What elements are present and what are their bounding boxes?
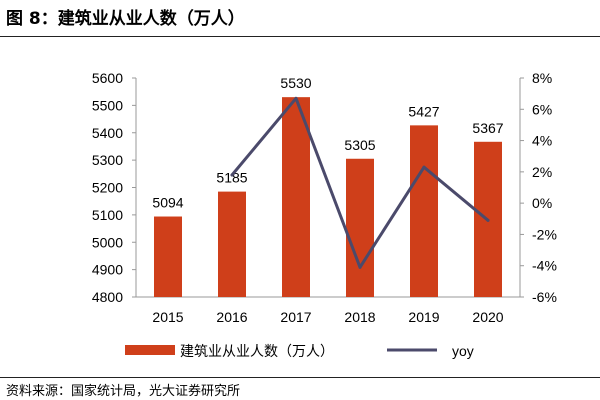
y-left-tick-label: 4900 xyxy=(92,262,123,278)
bar xyxy=(218,191,246,297)
yoy-point xyxy=(294,96,298,100)
y-left-tick-label: 5000 xyxy=(92,234,123,250)
x-tick-label: 2019 xyxy=(408,309,439,325)
yoy-point xyxy=(358,265,362,269)
x-tick-label: 2017 xyxy=(280,309,311,325)
y-left-tick-label: 5300 xyxy=(92,152,123,168)
legend-label-line: yoy xyxy=(452,343,474,359)
y-right-tick-label: -2% xyxy=(532,226,557,242)
bar-data-label: 5427 xyxy=(408,103,439,119)
y-right-tick-label: 0% xyxy=(532,195,552,211)
x-tick-label: 2018 xyxy=(344,309,375,325)
chart-axes: 4800 4900 5000 5100 5200 5300 5400 5500 5600 -6% -… xyxy=(92,70,557,325)
data-labels: 5094 5185 5530 5305 5427 5367 xyxy=(152,75,503,210)
bar xyxy=(410,125,438,297)
y-right-tick-label: -6% xyxy=(532,289,557,305)
yoy-point xyxy=(230,173,234,177)
x-tick-label: 2020 xyxy=(472,309,503,325)
bar-data-label: 5367 xyxy=(472,120,503,136)
y-left-tick-label: 5600 xyxy=(92,70,123,86)
y-left-tick-label: 4800 xyxy=(92,289,123,305)
bar-series xyxy=(154,97,502,297)
title-rule xyxy=(0,36,600,37)
y-right-tick-label: 8% xyxy=(532,70,552,86)
legend-swatch-bar xyxy=(125,345,175,355)
bar-data-label: 5530 xyxy=(280,75,311,91)
bar-data-label: 5305 xyxy=(344,137,375,153)
legend-label-bar: 建筑业从业人数（万人） xyxy=(180,343,334,359)
bar-data-label: 5094 xyxy=(152,195,183,211)
y-right-tick-label: 6% xyxy=(532,101,552,117)
yoy-point xyxy=(486,218,490,222)
x-tick-label: 2016 xyxy=(216,309,247,325)
y-right-tick-label: 2% xyxy=(532,164,552,180)
chart-legend: 建筑业从业人数（万人） yoy xyxy=(125,343,474,359)
bar xyxy=(154,216,182,297)
figure-title: 图 8：建筑业从业人数（万人） xyxy=(6,9,245,29)
bar xyxy=(282,97,310,297)
y-left-tick-label: 5500 xyxy=(92,97,123,113)
y-right-tick-label: -4% xyxy=(532,258,557,274)
source-note: 资料来源：国家统计局，光大证券研究所 xyxy=(6,384,241,399)
y-left-tick-label: 5400 xyxy=(92,125,123,141)
y-right-tick-label: 4% xyxy=(532,133,552,149)
yoy-point xyxy=(422,165,426,169)
yoy-line-series xyxy=(230,96,490,269)
bar xyxy=(346,158,374,297)
y-left-tick-label: 5200 xyxy=(92,180,123,196)
y-left-tick-label: 5100 xyxy=(92,207,123,223)
x-tick-label: 2015 xyxy=(152,309,183,325)
source-rule xyxy=(0,377,600,378)
bar-data-label: 5185 xyxy=(216,170,247,186)
